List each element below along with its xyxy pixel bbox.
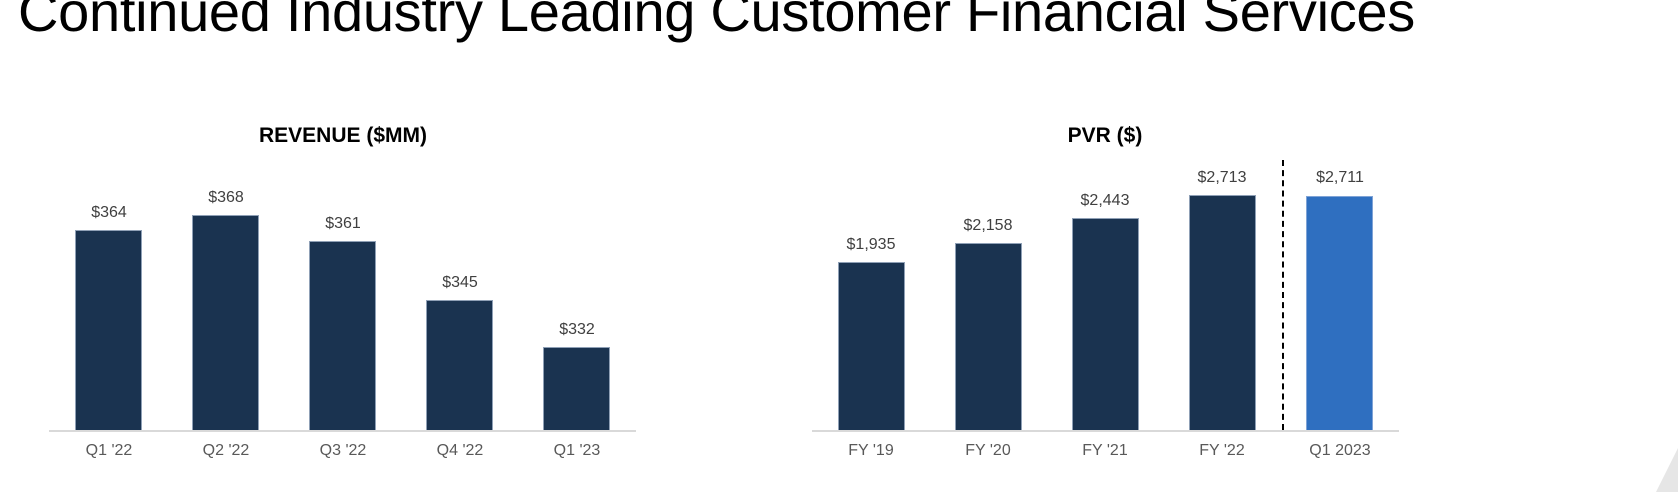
bar-value-label: $2,158 <box>963 217 1013 234</box>
bar-value-label: $361 <box>325 215 361 232</box>
bar-value-label: $364 <box>91 204 127 221</box>
bar-value-label: $332 <box>559 321 595 338</box>
category-label: Q1 '22 <box>85 442 133 459</box>
category-label: Q1 '23 <box>553 442 601 459</box>
category-label: Q3 '22 <box>319 442 367 459</box>
pvr-bar <box>1072 218 1139 430</box>
x-axis-line <box>49 430 636 432</box>
bar-value-label: $2,713 <box>1197 169 1247 186</box>
pvr-bar <box>955 243 1022 430</box>
category-label: Q4 '22 <box>436 442 484 459</box>
pvr-bar <box>838 262 905 430</box>
category-label: FY '20 <box>965 442 1011 459</box>
category-label: FY '21 <box>1082 442 1128 459</box>
period-divider-dashed-line <box>1282 160 1284 430</box>
bar-value-label: $1,935 <box>846 236 896 253</box>
category-label: FY '19 <box>848 442 894 459</box>
bar-value-label: $368 <box>208 189 244 206</box>
pvr-bar <box>1189 195 1256 430</box>
revenue-bar <box>426 300 493 430</box>
pvr-bar-highlighted <box>1306 196 1373 430</box>
pvr-chart-title: PVR ($) <box>1067 124 1143 147</box>
revenue-bar <box>543 347 610 430</box>
revenue-bar <box>75 230 142 430</box>
revenue-bar <box>192 215 259 430</box>
page-title: Continued Industry Leading Customer Fina… <box>18 0 1415 43</box>
revenue-chart-title: REVENUE ($MM) <box>258 124 428 147</box>
x-axis-line <box>812 430 1399 432</box>
category-label: FY '22 <box>1199 442 1245 459</box>
revenue-bar <box>309 241 376 430</box>
category-label: Q2 '22 <box>202 442 250 459</box>
bar-value-label: $2,443 <box>1080 192 1130 209</box>
category-label: Q1 2023 <box>1309 442 1371 459</box>
bar-value-label: $2,711 <box>1316 169 1364 186</box>
bar-value-label: $345 <box>442 274 478 291</box>
corner-decoration-shape <box>1656 448 1678 492</box>
